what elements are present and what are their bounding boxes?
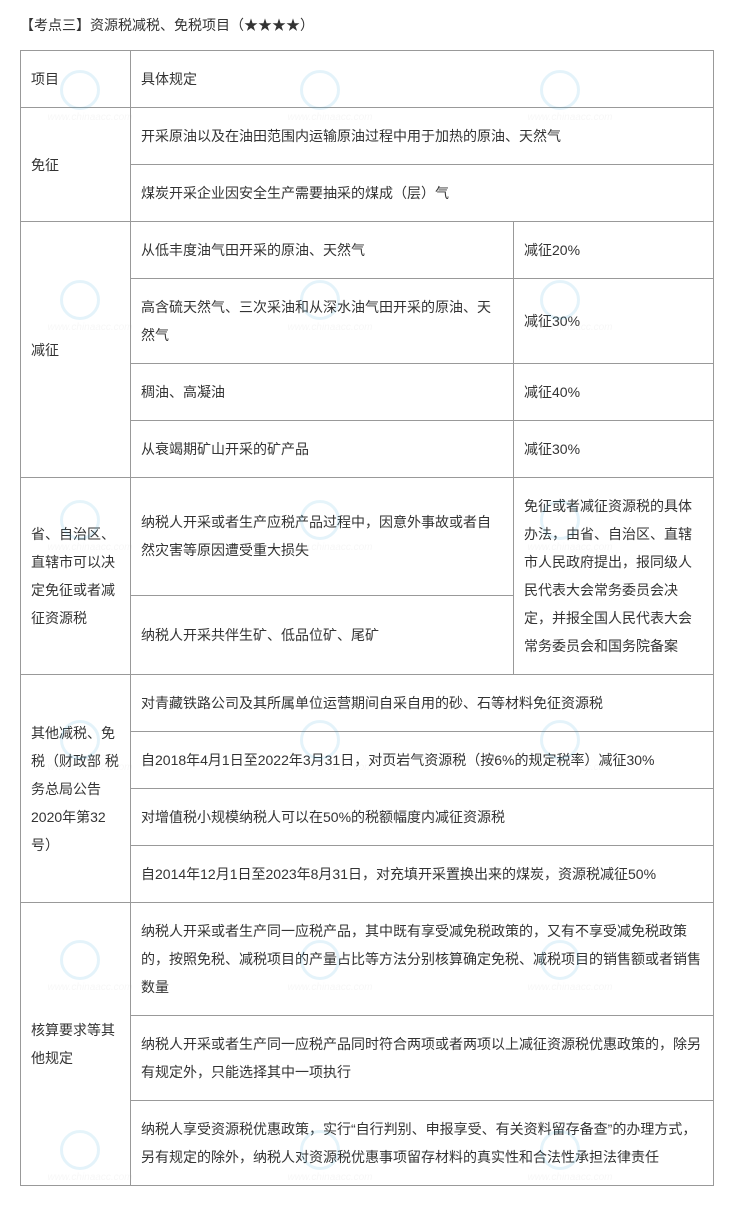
- reduce-desc-2: 高含硫天然气、三次采油和从深水油气田开采的原油、天然气: [131, 279, 514, 364]
- province-row-1: 省、自治区、直辖市可以决定免征或者减征资源税 纳税人开采或者生产应税产品过程中，…: [21, 478, 714, 596]
- reduce-rate-4: 减征30%: [514, 421, 714, 478]
- reduce-rate-2: 减征30%: [514, 279, 714, 364]
- header-spec: 具体规定: [131, 51, 714, 108]
- reduce-rate-1: 减征20%: [514, 222, 714, 279]
- province-right: 免征或者减征资源税的具体办法，由省、自治区、直辖市人民政府提出，报同级人民代表大…: [514, 478, 714, 675]
- reduce-label: 减征: [21, 222, 131, 478]
- calc-row-1: 核算要求等其他规定 纳税人开采或者生产同一应税产品，其中既有享受减免税政策的，又…: [21, 903, 714, 1016]
- reduce-desc-4: 从衰竭期矿山开采的矿产品: [131, 421, 514, 478]
- page-title: 【考点三】资源税减税、免税项目（★★★★）: [20, 15, 714, 35]
- province-desc-2: 纳税人开采共伴生矿、低品位矿、尾矿: [131, 595, 514, 674]
- tax-table: 项目 具体规定 免征 开采原油以及在油田范围内运输原油过程中用于加热的原油、天然…: [20, 50, 714, 1186]
- other-desc-1: 对青藏铁路公司及其所属单位运营期间自采自用的砂、石等材料免征资源税: [131, 675, 714, 732]
- other-row-1: 其他减税、免税（财政部 税务总局公告2020年第32号） 对青藏铁路公司及其所属…: [21, 675, 714, 732]
- province-label: 省、自治区、直辖市可以决定免征或者减征资源税: [21, 478, 131, 675]
- exempt-desc-2: 煤炭开采企业因安全生产需要抽采的煤成（层）气: [131, 165, 714, 222]
- exempt-desc-1: 开采原油以及在油田范围内运输原油过程中用于加热的原油、天然气: [131, 108, 714, 165]
- reduce-row-1: 减征 从低丰度油气田开采的原油、天然气 减征20%: [21, 222, 714, 279]
- other-desc-2: 自2018年4月1日至2022年3月31日，对页岩气资源税（按6%的规定税率）减…: [131, 732, 714, 789]
- reduce-rate-3: 减征40%: [514, 364, 714, 421]
- calc-desc-2: 纳税人开采或者生产同一应税产品同时符合两项或者两项以上减征资源税优惠政策的，除另…: [131, 1016, 714, 1101]
- exempt-label: 免征: [21, 108, 131, 222]
- other-desc-4: 自2014年12月1日至2023年8月31日，对充填开采置换出来的煤炭，资源税减…: [131, 846, 714, 903]
- table-header-row: 项目 具体规定: [21, 51, 714, 108]
- header-item: 项目: [21, 51, 131, 108]
- exempt-row-1: 免征 开采原油以及在油田范围内运输原油过程中用于加热的原油、天然气: [21, 108, 714, 165]
- calc-label: 核算要求等其他规定: [21, 903, 131, 1186]
- reduce-desc-1: 从低丰度油气田开采的原油、天然气: [131, 222, 514, 279]
- other-desc-3: 对增值税小规模纳税人可以在50%的税额幅度内减征资源税: [131, 789, 714, 846]
- calc-desc-1: 纳税人开采或者生产同一应税产品，其中既有享受减免税政策的，又有不享受减免税政策的…: [131, 903, 714, 1016]
- other-label: 其他减税、免税（财政部 税务总局公告2020年第32号）: [21, 675, 131, 903]
- calc-desc-3: 纳税人享受资源税优惠政策，实行“自行判别、申报享受、有关资料留存备查”的办理方式…: [131, 1101, 714, 1186]
- province-desc-1: 纳税人开采或者生产应税产品过程中，因意外事故或者自然灾害等原因遭受重大损失: [131, 478, 514, 596]
- reduce-desc-3: 稠油、高凝油: [131, 364, 514, 421]
